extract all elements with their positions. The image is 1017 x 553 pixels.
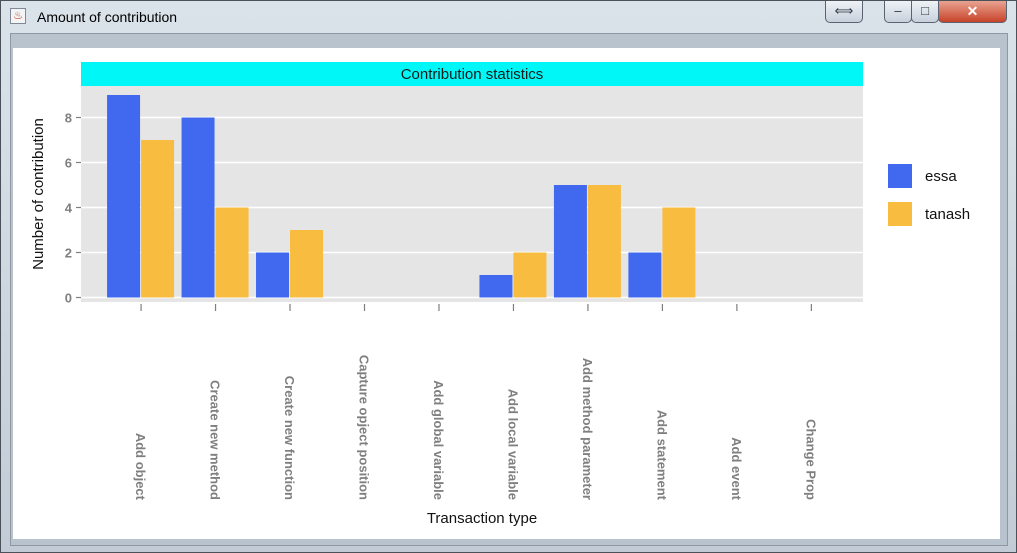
bar-essa bbox=[107, 95, 141, 298]
bar-tanash bbox=[141, 140, 175, 298]
y-axis: 0 2 4 6 8 bbox=[65, 111, 81, 306]
x-tick-label: Add statement bbox=[654, 410, 669, 501]
x-tick-label: Capture opject position bbox=[356, 355, 371, 500]
y-axis-label: Number of contribution bbox=[30, 118, 47, 270]
bar-essa bbox=[256, 252, 290, 298]
bar-essa bbox=[553, 185, 587, 298]
java-cup-icon: ♨ bbox=[10, 8, 26, 24]
bar-essa bbox=[479, 275, 513, 298]
x-tick-label: Change Prop bbox=[803, 419, 818, 500]
y-tick-label: 4 bbox=[65, 201, 73, 216]
x-tick-label: Add global variable bbox=[431, 380, 446, 500]
plot-panel: Contribution statistics 0 2 4 6 8 Add object… bbox=[13, 48, 1000, 539]
legend-label-essa: essa bbox=[925, 168, 957, 185]
x-tick-label: Add local variable bbox=[505, 389, 520, 500]
title-bar[interactable]: ♨ Amount of contribution ⟺ – □ ✕ bbox=[1, 1, 1016, 33]
bar-tanash bbox=[215, 207, 249, 298]
bar-essa bbox=[628, 252, 662, 298]
chart-title: Contribution statistics bbox=[401, 66, 544, 83]
bar-tanash bbox=[290, 230, 324, 298]
title-strip bbox=[81, 62, 863, 86]
y-tick-label: 6 bbox=[65, 156, 72, 171]
bar-tanash bbox=[662, 207, 696, 298]
legend: essa tanash bbox=[888, 164, 970, 226]
bar-essa bbox=[181, 117, 215, 298]
x-tick-label: Create new method bbox=[208, 380, 223, 500]
resize-button[interactable]: ⟺ bbox=[825, 1, 863, 23]
minimize-button[interactable]: – bbox=[884, 1, 912, 23]
bar-tanash bbox=[513, 252, 547, 298]
legend-label-tanash: tanash bbox=[925, 206, 970, 223]
close-button[interactable]: ✕ bbox=[938, 1, 1007, 23]
x-axis: Add object Create new method Create new fu… bbox=[133, 304, 818, 501]
x-tick-label: Add method parameter bbox=[580, 358, 595, 500]
x-tick-label: Create new function bbox=[282, 376, 297, 500]
maximize-button[interactable]: □ bbox=[911, 1, 939, 23]
bars-group bbox=[107, 95, 696, 298]
bar-tanash bbox=[587, 185, 621, 298]
x-tick-label: Add event bbox=[729, 437, 744, 501]
window-title: Amount of contribution bbox=[37, 9, 178, 25]
y-tick-label: 0 bbox=[65, 291, 72, 306]
y-tick-label: 8 bbox=[65, 111, 72, 126]
legend-swatch-tanash bbox=[888, 202, 912, 226]
legend-swatch-essa bbox=[888, 164, 912, 188]
bar-chart: Contribution statistics 0 2 4 6 8 Add object… bbox=[30, 62, 970, 527]
x-tick-label: Add object bbox=[133, 433, 148, 501]
y-tick-label: 2 bbox=[65, 246, 72, 261]
x-axis-label: Transaction type bbox=[427, 510, 537, 527]
